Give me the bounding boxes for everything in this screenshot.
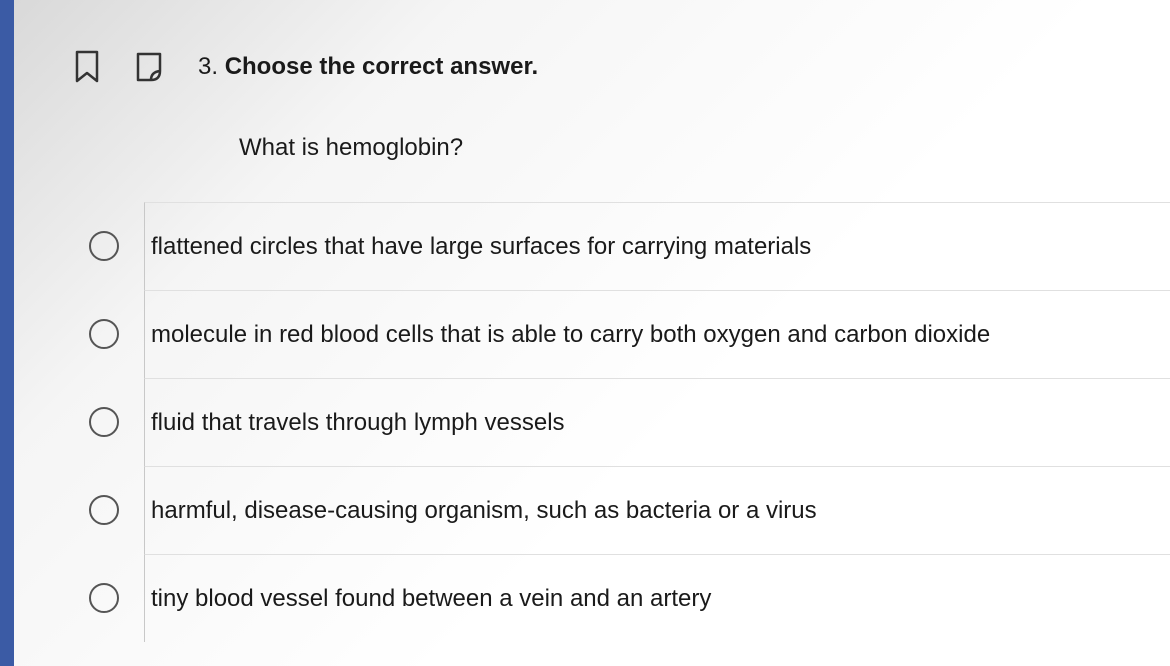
option-text: flattened circles that have large surfac… [144, 202, 1170, 290]
option-text: harmful, disease-causing organism, such … [144, 466, 1170, 554]
radio-cell[interactable] [64, 290, 144, 378]
question-card: 3. Choose the correct answer. What is he… [14, 0, 1170, 642]
option-row[interactable]: molecule in red blood cells that is able… [64, 290, 1170, 378]
bookmark-icon[interactable] [74, 50, 100, 84]
radio-icon[interactable] [89, 319, 119, 349]
radio-icon[interactable] [89, 583, 119, 613]
radio-icon[interactable] [89, 407, 119, 437]
option-row[interactable]: harmful, disease-causing organism, such … [64, 466, 1170, 554]
option-row[interactable]: flattened circles that have large surfac… [64, 202, 1170, 290]
note-icon[interactable] [134, 51, 164, 83]
option-text: molecule in red blood cells that is able… [144, 290, 1170, 378]
question-number: 3. [198, 53, 218, 80]
radio-cell[interactable] [64, 378, 144, 466]
option-row[interactable]: tiny blood vessel found between a vein a… [64, 554, 1170, 642]
radio-cell[interactable] [64, 554, 144, 642]
option-text: tiny blood vessel found between a vein a… [144, 554, 1170, 642]
question-title: 3. Choose the correct answer. [198, 53, 538, 81]
radio-icon[interactable] [89, 495, 119, 525]
question-instruction: Choose the correct answer. [225, 53, 538, 80]
radio-cell[interactable] [64, 466, 144, 554]
option-row[interactable]: fluid that travels through lymph vessels [64, 378, 1170, 466]
option-text: fluid that travels through lymph vessels [144, 378, 1170, 466]
radio-cell[interactable] [64, 202, 144, 290]
question-header: 3. Choose the correct answer. [14, 50, 1170, 84]
radio-icon[interactable] [89, 231, 119, 261]
accent-left-bar [0, 0, 14, 666]
question-prompt: What is hemoglobin? [14, 134, 1170, 162]
options-list: flattened circles that have large surfac… [14, 202, 1170, 642]
